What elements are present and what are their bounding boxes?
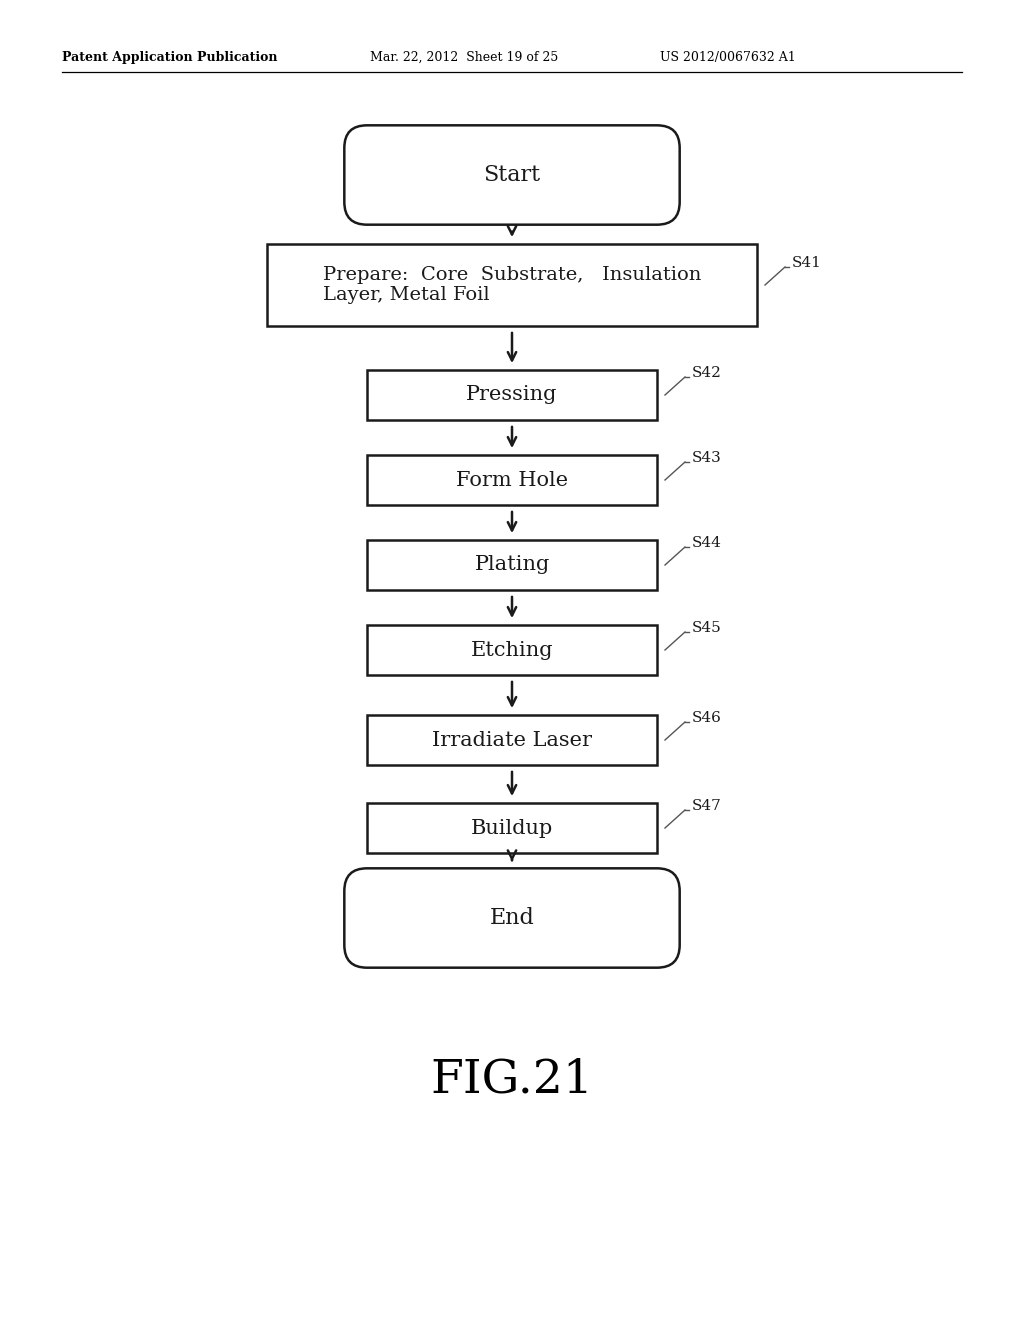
- Text: Pressing: Pressing: [466, 385, 558, 404]
- Text: S46: S46: [692, 711, 722, 725]
- Text: US 2012/0067632 A1: US 2012/0067632 A1: [660, 50, 796, 63]
- Text: S42: S42: [692, 366, 722, 380]
- Text: Irradiate Laser: Irradiate Laser: [432, 730, 592, 750]
- Text: S47: S47: [692, 799, 722, 813]
- Text: Mar. 22, 2012  Sheet 19 of 25: Mar. 22, 2012 Sheet 19 of 25: [370, 50, 558, 63]
- Bar: [367, 715, 657, 766]
- FancyBboxPatch shape: [344, 869, 680, 968]
- Text: S44: S44: [692, 536, 722, 550]
- Bar: [267, 244, 757, 326]
- Text: S43: S43: [692, 451, 722, 465]
- Text: Plating: Plating: [474, 556, 550, 574]
- Text: Etching: Etching: [471, 640, 553, 660]
- Bar: [367, 455, 657, 506]
- Text: Start: Start: [483, 164, 541, 186]
- Text: Prepare:  Core  Substrate,   Insulation
Layer, Metal Foil: Prepare: Core Substrate, Insulation Laye…: [323, 265, 701, 305]
- FancyBboxPatch shape: [344, 125, 680, 224]
- Bar: [367, 370, 657, 420]
- Text: S41: S41: [792, 256, 822, 271]
- Bar: [367, 624, 657, 675]
- Text: Form Hole: Form Hole: [456, 470, 568, 490]
- Text: Buildup: Buildup: [471, 818, 553, 837]
- Text: Patent Application Publication: Patent Application Publication: [62, 50, 278, 63]
- Bar: [367, 803, 657, 853]
- Text: S45: S45: [692, 620, 722, 635]
- Text: End: End: [489, 907, 535, 929]
- Text: FIG.21: FIG.21: [430, 1057, 594, 1102]
- Bar: [367, 540, 657, 590]
